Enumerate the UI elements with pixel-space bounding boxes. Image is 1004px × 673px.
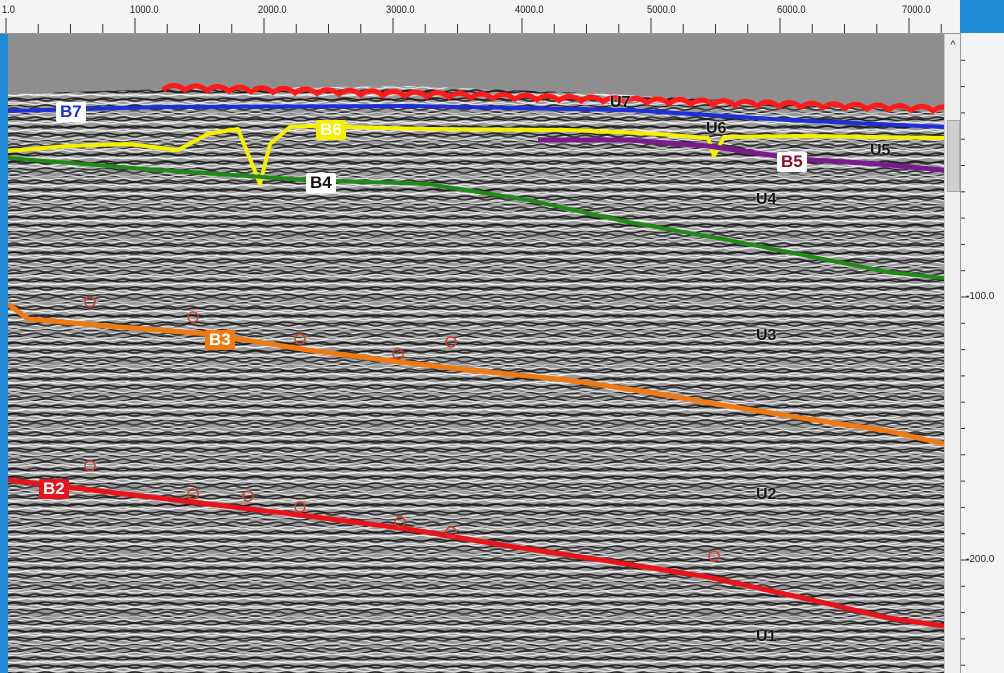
horizon-line-b7[interactable] — [8, 104, 944, 129]
horizon-label-b5[interactable]: B5 — [777, 152, 807, 172]
horizon-line-b2[interactable] — [8, 477, 944, 629]
unit-label-u2: U2 — [756, 486, 777, 503]
top-axis-label-4000: 4000.0 — [515, 4, 544, 16]
horizon-label-b4[interactable]: B4 — [306, 173, 336, 193]
seismic-section[interactable]: B7 B6 B5 B4 B3 B2 U7 U6 U5 U4 U3 U2 U1 — [8, 34, 944, 673]
vertical-scrollbar[interactable]: ^ — [944, 34, 961, 673]
unit-label-u5: U5 — [870, 142, 891, 159]
top-axis-label-1000: 1000.0 — [130, 4, 159, 16]
sediment-fill-overlay — [8, 86, 944, 673]
unit-label-u3: U3 — [756, 327, 777, 344]
unit-label-u4: U4 — [756, 191, 777, 208]
pick-marker — [187, 488, 199, 500]
top-axis-label-3000: 3000.0 — [386, 4, 415, 16]
scroll-up-arrow-icon[interactable]: ^ — [950, 39, 956, 51]
horizon-label-b6[interactable]: B6 — [316, 120, 346, 140]
pick-marker — [294, 501, 306, 513]
top-axis-label-1: 1.0 — [2, 4, 16, 16]
top-axis-label-7000: 7000.0 — [902, 4, 931, 16]
pick-marker — [84, 460, 96, 472]
pick-marker — [445, 526, 457, 538]
pick-marker — [392, 348, 404, 360]
top-axis-ticks — [5, 18, 942, 33]
top-axis-label-5000: 5000.0 — [647, 4, 676, 16]
unit-label-u7: U7 — [610, 94, 631, 111]
depth-axis-label-200: -200.0 — [966, 554, 995, 565]
pick-marker — [445, 336, 457, 348]
horizon-label-b2[interactable]: B2 — [39, 479, 69, 499]
seismic-profile — [8, 34, 944, 673]
seafloor-line — [161, 83, 944, 115]
scrollbar-thumb[interactable] — [947, 120, 960, 192]
pick-marker — [84, 296, 96, 308]
pick-marker — [187, 311, 199, 323]
depth-axis-label-100: -100.0 — [966, 291, 995, 302]
pick-marker — [294, 333, 306, 345]
horizon-label-b7[interactable]: B7 — [56, 102, 86, 122]
top-axis-label-2000: 2000.0 — [258, 4, 287, 16]
depth-axis-ticks — [961, 59, 969, 666]
depth-axis-ruler: -100.0 -200.0 — [960, 33, 1004, 673]
pick-marker — [394, 516, 406, 528]
unit-label-u1: U1 — [756, 628, 777, 645]
horizon-label-b3[interactable]: B3 — [205, 330, 235, 350]
top-axis-ruler: 1.0 1000.0 2000.0 3000.0 4000.0 5000.0 6… — [0, 0, 960, 34]
pick-marker — [708, 550, 720, 562]
horizon-line-b3[interactable] — [8, 302, 944, 447]
horizon-line-b4[interactable] — [8, 156, 944, 280]
unit-label-u6: U6 — [706, 120, 727, 137]
horizon-line-b5[interactable] — [538, 137, 944, 173]
top-axis-label-6000: 6000.0 — [777, 4, 806, 16]
horizon-line-b6[interactable] — [8, 124, 944, 186]
pick-marker — [242, 490, 254, 502]
